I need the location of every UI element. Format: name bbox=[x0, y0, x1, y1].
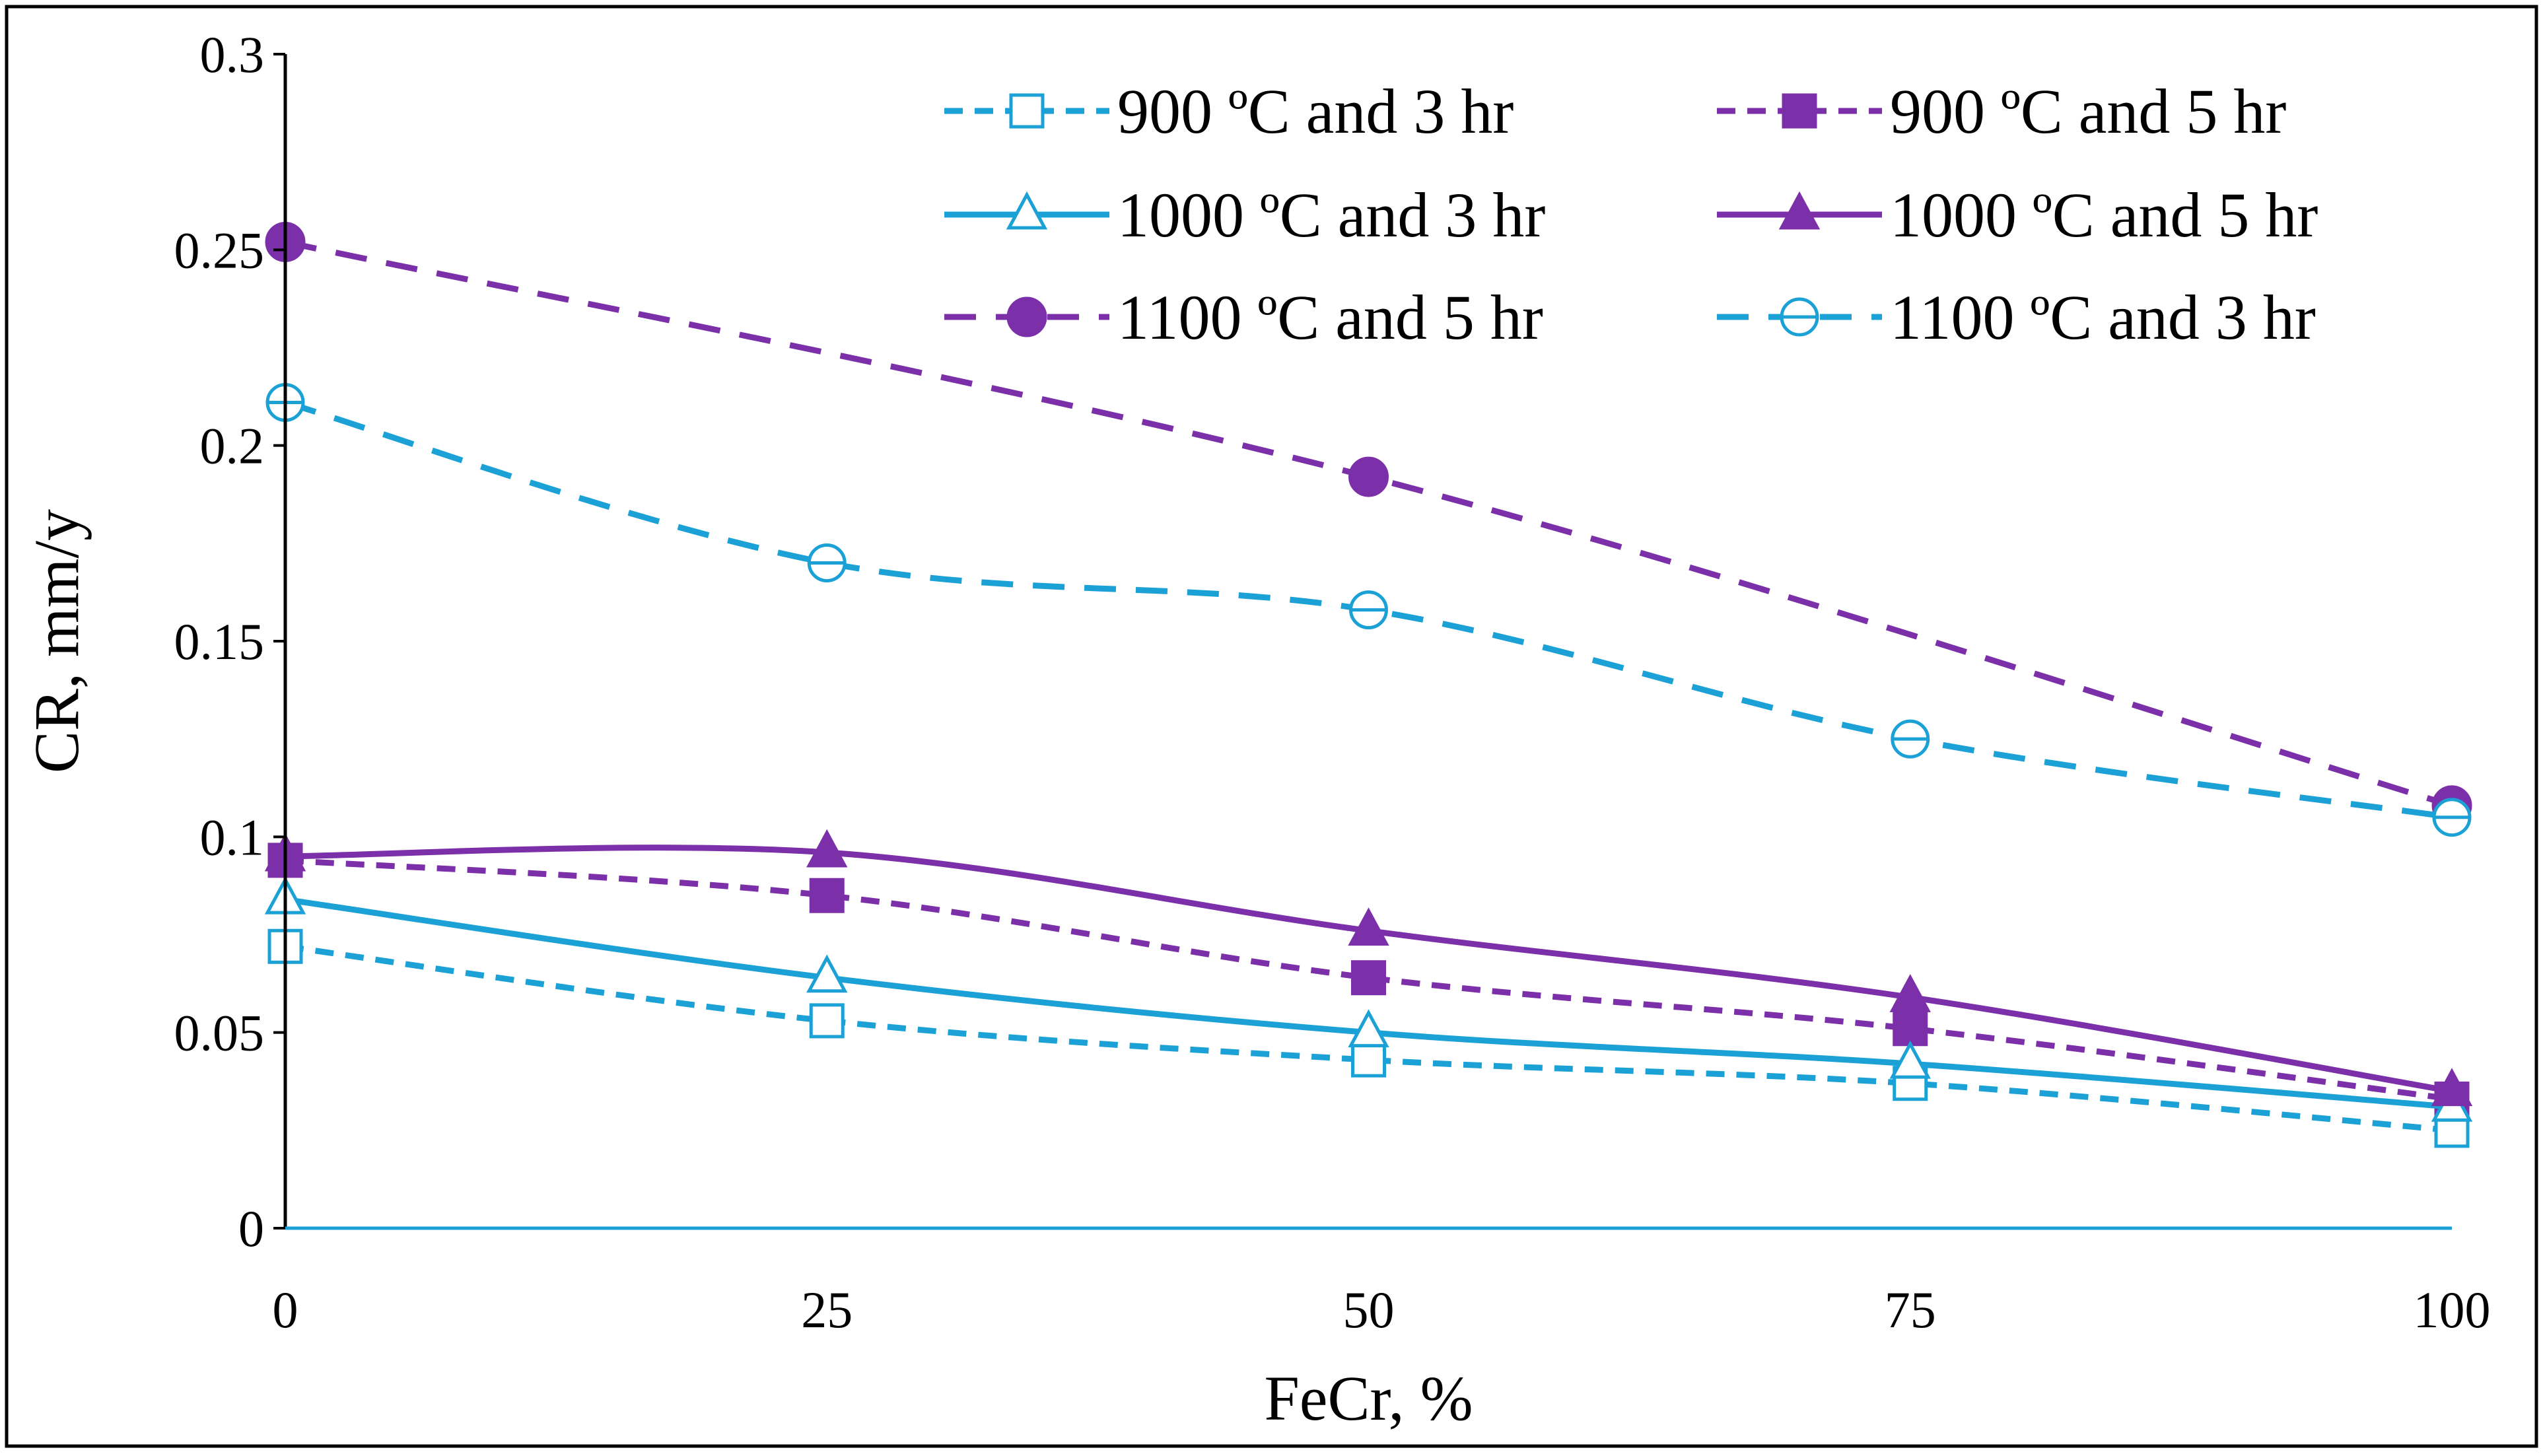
data-point bbox=[1893, 1011, 1928, 1047]
y-axis-title: CR, mm/y bbox=[21, 509, 92, 773]
y-tick-label: 0.3 bbox=[200, 26, 265, 83]
legend-swatch-marker bbox=[1782, 93, 1817, 129]
legend-entry: 900 ºC and 3 hr bbox=[944, 76, 1514, 147]
data-point bbox=[806, 954, 848, 993]
y-tick-label: 0.15 bbox=[174, 613, 265, 670]
legend-swatch-marker bbox=[1006, 296, 1047, 337]
y-tick-label: 0.1 bbox=[200, 808, 265, 866]
data-point bbox=[809, 878, 845, 913]
chart-frame bbox=[5, 5, 2538, 1448]
legend-label: 1000 ºC and 3 hr bbox=[1117, 180, 1545, 250]
data-point bbox=[1348, 456, 1389, 497]
series-line bbox=[285, 943, 2453, 1134]
data-point bbox=[1351, 960, 1386, 996]
x-tick-label: 25 bbox=[801, 1281, 853, 1338]
legend-entry: 1000 ºC and 3 hr bbox=[944, 180, 1545, 250]
data-point bbox=[2431, 1068, 2473, 1107]
legend-swatch-marker bbox=[1009, 93, 1045, 129]
x-axis-title: FeCr, % bbox=[1264, 1363, 1473, 1434]
legend-label: 900 ºC and 5 hr bbox=[1890, 76, 2286, 147]
series-layer bbox=[264, 221, 2473, 1148]
legend-label: 1100 ºC and 3 hr bbox=[1890, 282, 2316, 353]
y-tick-label: 0.2 bbox=[200, 417, 265, 475]
legend-label: 1100 ºC and 5 hr bbox=[1117, 282, 1543, 353]
data-point bbox=[809, 1003, 845, 1039]
legend: 900 ºC and 3 hr 900 ºC and 5 hr 1000 ºC an… bbox=[944, 76, 2318, 353]
legend-swatch-marker bbox=[1778, 191, 1821, 230]
legend-entry: 1100 ºC and 5 hr bbox=[944, 282, 1543, 353]
legend-label: 1000 ºC and 5 hr bbox=[1890, 180, 2318, 250]
data-point bbox=[1348, 907, 1389, 946]
legend-label: 900 ºC and 3 hr bbox=[1117, 76, 1514, 147]
x-tick-label: 100 bbox=[2414, 1281, 2491, 1338]
data-point bbox=[1351, 1042, 1386, 1078]
legend-entry: 1100 ºC and 3 hr bbox=[1717, 282, 2316, 353]
x-tick-label: 50 bbox=[1343, 1281, 1395, 1338]
y-tick-label: 0.05 bbox=[174, 1004, 265, 1062]
data-point bbox=[1348, 1009, 1389, 1048]
data-point bbox=[1889, 1040, 1931, 1079]
y-tick-label: 0.25 bbox=[174, 221, 265, 279]
axes-layer: 0 0.05 0.1 0.15 0.2 0.25 0.3 0 25 50 75 100 FeCr, % C… bbox=[21, 26, 2491, 1434]
legend-entry: 900 ºC and 5 hr bbox=[1717, 76, 2286, 147]
data-point bbox=[1889, 974, 1931, 1012]
x-tick-label: 75 bbox=[1885, 1281, 1936, 1338]
legend-entry: 1000 ºC and 5 hr bbox=[1717, 180, 2318, 250]
data-point bbox=[806, 829, 848, 868]
legend-swatch-marker bbox=[1006, 191, 1048, 230]
series-line bbox=[285, 857, 2453, 1102]
y-tick-label: 0 bbox=[238, 1200, 264, 1257]
x-tick-label: 0 bbox=[273, 1281, 298, 1338]
